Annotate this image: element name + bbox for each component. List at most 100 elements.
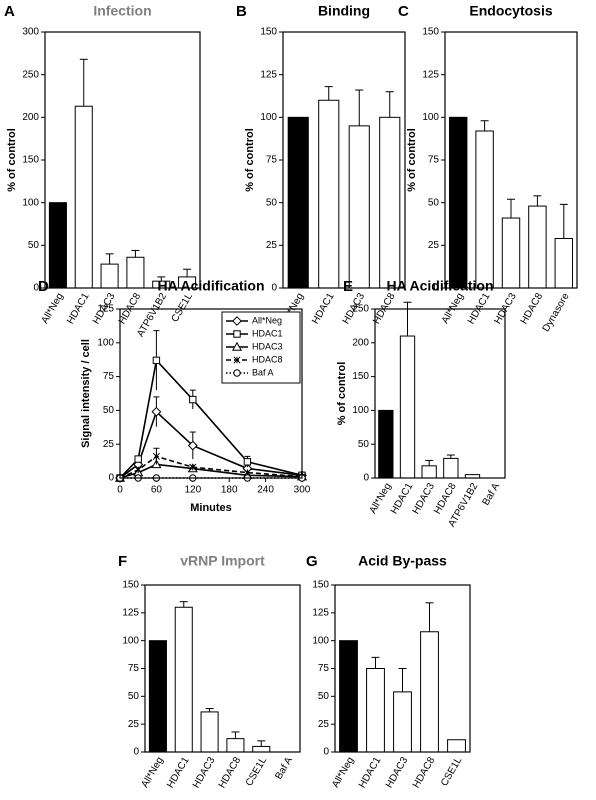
x-tick-label: HDAC1 — [65, 291, 92, 326]
error-bar — [355, 89, 364, 126]
y-tick-label: 150 — [312, 580, 329, 591]
y-tick-label: 50 — [318, 691, 330, 702]
y-tick-label: 300 — [22, 27, 39, 38]
bar — [126, 256, 145, 289]
x-tick-label: HDAC3 — [384, 755, 411, 790]
y-tick-label: 50 — [128, 691, 140, 702]
x-tick-label: 240 — [257, 485, 274, 496]
x-tick-label: CSE1L — [244, 755, 270, 788]
x-tick-label: Baf A — [273, 755, 295, 781]
bar — [226, 738, 245, 753]
y-axis-label: % of control — [336, 362, 348, 426]
error-bar — [131, 249, 140, 258]
y-axis-label: % of control — [244, 128, 256, 192]
panel-label: E — [343, 278, 353, 295]
error-bar — [179, 601, 188, 608]
y-tick-label: 100 — [352, 405, 369, 416]
bar — [447, 739, 466, 753]
bar — [528, 205, 547, 289]
x-tick-label: HDAC1 — [310, 291, 337, 326]
y-axis-label: % of control — [406, 128, 418, 192]
bar — [443, 457, 459, 479]
bar — [420, 631, 439, 753]
y-tick-label: 75 — [428, 155, 440, 166]
legend-marker — [233, 356, 241, 364]
legend-marker — [233, 330, 241, 338]
marker — [243, 458, 252, 466]
x-tick-label: All*Neg — [40, 291, 66, 325]
y-tick-label: 100 — [97, 337, 114, 348]
x-tick-label: All*Neg — [330, 755, 356, 789]
y-tick-label: 125 — [122, 607, 139, 618]
bar — [348, 125, 370, 289]
error-bar — [257, 740, 266, 747]
x-tick-label: 180 — [221, 485, 238, 496]
chart-title: vRNP Import — [180, 553, 265, 569]
y-tick-label: 150 — [122, 580, 139, 591]
y-tick-label: 100 — [422, 112, 439, 123]
error-bar — [480, 120, 489, 131]
x-tick-label: 60 — [151, 485, 163, 496]
chart-title: Binding — [318, 3, 370, 19]
x-tick-label: HDAC1 — [165, 755, 192, 790]
bar — [554, 238, 574, 289]
y-tick-label: 150 — [22, 155, 39, 166]
y-tick-label: 150 — [260, 27, 277, 38]
bar — [448, 116, 468, 289]
legend-marker — [233, 369, 241, 377]
plot-frame — [334, 584, 471, 753]
x-axis-label: Minutes — [190, 502, 232, 514]
error-bar — [403, 301, 412, 337]
y-tick-label: 50 — [358, 439, 370, 450]
bar — [48, 202, 67, 289]
y-tick-label: 50 — [428, 197, 440, 208]
y-tick-label: 0 — [363, 473, 369, 484]
bar — [252, 745, 271, 753]
error-bar — [559, 203, 568, 239]
error-bar — [231, 731, 240, 739]
bar — [399, 335, 416, 479]
x-tick-label: 120 — [184, 485, 201, 496]
bar — [475, 130, 494, 289]
bar — [366, 668, 385, 753]
y-tick-label: 25 — [428, 240, 440, 251]
y-tick-label: 75 — [103, 371, 115, 382]
legend-label: HDAC3 — [252, 341, 283, 351]
error-bar — [398, 668, 407, 692]
bar — [200, 711, 219, 753]
y-axis-label: % of control — [6, 128, 18, 192]
x-tick-label: HDAC1 — [357, 755, 384, 790]
error-bar — [425, 602, 434, 632]
y-tick-label: 75 — [266, 155, 278, 166]
bar — [287, 116, 309, 289]
x-tick-label: Dynasore — [541, 291, 572, 334]
y-tick-label: 0 — [133, 747, 139, 758]
y-tick-label: 125 — [312, 607, 329, 618]
bar — [421, 465, 437, 479]
error-bar — [446, 454, 455, 459]
plot-frame — [44, 31, 201, 289]
y-tick-label: 100 — [22, 197, 39, 208]
panel-label: A — [4, 3, 15, 20]
y-tick-label: 125 — [422, 69, 439, 80]
y-tick-label: 150 — [352, 371, 369, 382]
y-tick-label: 75 — [128, 663, 140, 674]
bar — [501, 217, 521, 289]
x-tick-label: Baf A — [481, 481, 503, 507]
y-tick-label: 25 — [103, 439, 115, 450]
y-tick-label: 125 — [260, 69, 277, 80]
y-tick-label: 50 — [28, 240, 40, 251]
y-axis-label: Signal intensity / cell — [80, 339, 92, 448]
bar — [100, 263, 119, 289]
plot-frame — [119, 308, 303, 479]
error-bar — [533, 195, 542, 207]
legend-label: HDAC1 — [252, 328, 283, 338]
panel-label: G — [306, 553, 318, 570]
error-bar — [183, 268, 192, 277]
plot-frame — [374, 308, 506, 479]
marker — [152, 452, 160, 460]
panel-label: F — [118, 553, 127, 570]
plot-frame — [144, 584, 301, 753]
y-tick-label: 150 — [422, 27, 439, 38]
